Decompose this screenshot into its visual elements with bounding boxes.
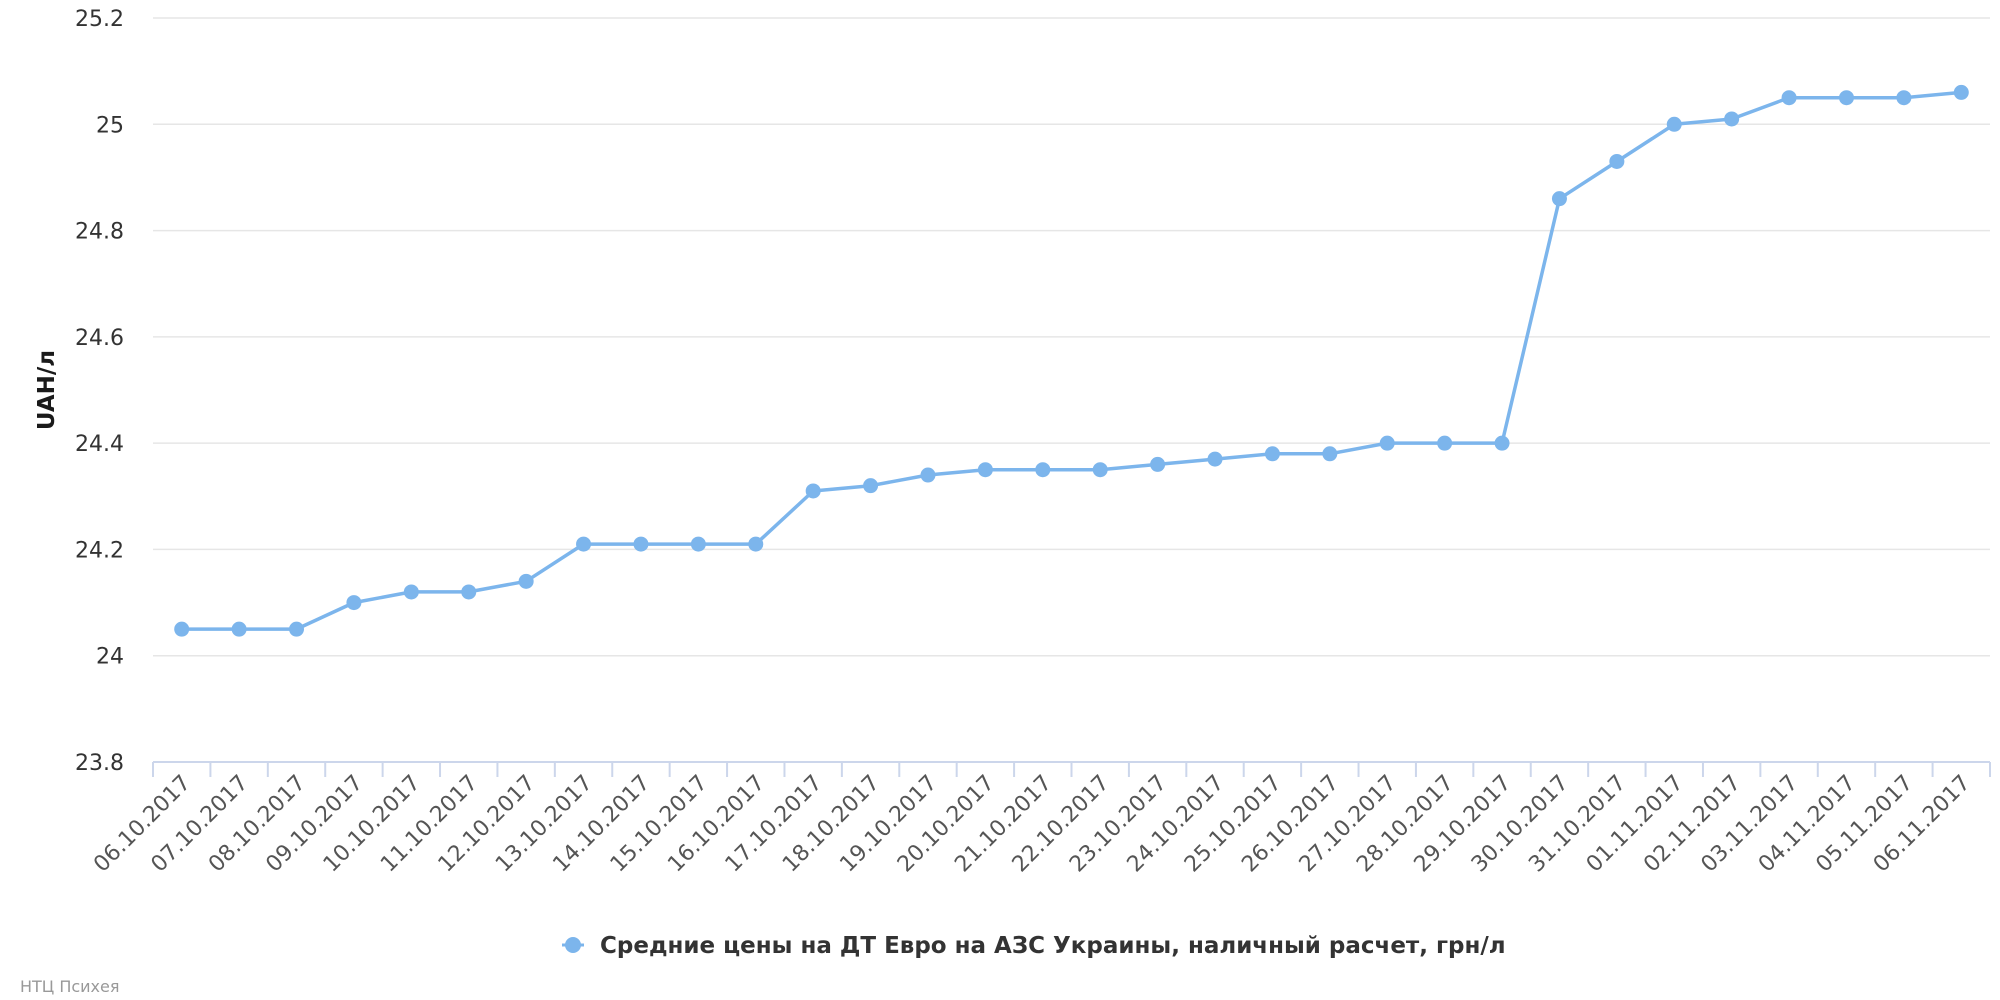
data-point[interactable] — [576, 536, 592, 552]
data-point[interactable] — [1551, 191, 1567, 207]
legend-marker-symbol — [565, 937, 581, 953]
data-point[interactable] — [1494, 435, 1510, 451]
series-layer — [174, 84, 1969, 637]
y-tick-label: 24 — [96, 645, 124, 670]
data-point[interactable] — [863, 478, 879, 494]
x-axis-ticks: 06.10.201707.10.201708.10.201709.10.2017… — [89, 771, 1975, 878]
y-tick-label: 25.2 — [75, 7, 124, 32]
data-point[interactable] — [1322, 446, 1338, 462]
data-point[interactable] — [748, 536, 764, 552]
data-point[interactable] — [1150, 456, 1166, 472]
data-point[interactable] — [1781, 90, 1797, 106]
y-tick-label: 25 — [96, 113, 124, 138]
y-tick-label: 24.4 — [75, 432, 124, 457]
data-point[interactable] — [1724, 111, 1740, 127]
data-point[interactable] — [461, 584, 477, 600]
data-point[interactable] — [977, 462, 993, 478]
data-point[interactable] — [231, 621, 247, 637]
series-line[interactable] — [179, 90, 1964, 631]
data-point[interactable] — [1609, 153, 1625, 169]
grid-lines — [153, 17, 1990, 657]
data-point[interactable] — [1437, 435, 1453, 451]
data-point[interactable] — [1838, 90, 1854, 106]
data-point[interactable] — [1264, 446, 1280, 462]
legend[interactable]: Средние цены на ДТ Евро на АЗС Украины, … — [562, 933, 1506, 959]
data-point[interactable] — [346, 595, 362, 611]
data-point[interactable] — [174, 621, 190, 637]
legend-label[interactable]: Средние цены на ДТ Евро на АЗС Украины, … — [600, 933, 1506, 959]
credit-label[interactable]: НТЦ Психея — [20, 977, 119, 996]
data-point[interactable] — [289, 621, 305, 637]
data-point[interactable] — [1896, 90, 1912, 106]
data-point[interactable] — [403, 584, 419, 600]
data-point[interactable] — [1953, 84, 1969, 100]
data-point[interactable] — [920, 467, 936, 483]
y-tick-label: 24.2 — [75, 538, 124, 563]
data-point[interactable] — [805, 483, 821, 499]
data-point[interactable] — [518, 573, 534, 589]
data-point[interactable] — [633, 536, 649, 552]
y-axis-title: UAH/л — [34, 350, 60, 430]
data-point[interactable] — [1092, 462, 1108, 478]
y-tick-label: 24.8 — [75, 220, 124, 245]
data-point[interactable] — [1666, 116, 1682, 132]
data-point[interactable] — [690, 536, 706, 552]
data-point[interactable] — [1379, 435, 1395, 451]
y-tick-label: 23.8 — [75, 751, 124, 776]
y-axis-ticks: 23.8 24 24.2 24.4 24.6 24.8 25 25.2 — [75, 7, 124, 776]
data-point[interactable] — [1035, 462, 1051, 478]
x-axis — [152, 761, 1991, 777]
data-point[interactable] — [1207, 451, 1223, 467]
y-tick-label: 24.6 — [75, 326, 124, 351]
